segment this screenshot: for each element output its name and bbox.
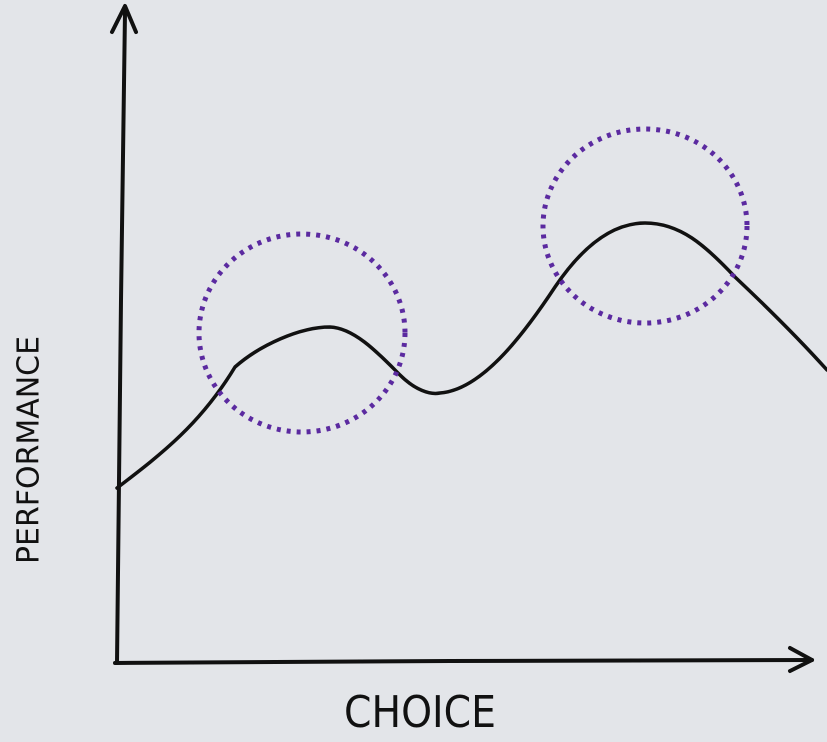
chart: PERFORMANCE CHOICE <box>0 0 827 742</box>
y-axis-label: PERFORMANCE <box>12 336 47 564</box>
x-axis-label: CHOICE <box>344 687 496 738</box>
page: PERFORMANCE CHOICE (() => { const data =… <box>0 0 827 742</box>
